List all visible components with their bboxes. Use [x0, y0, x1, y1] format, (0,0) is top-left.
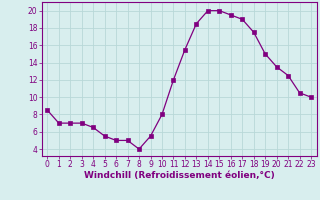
X-axis label: Windchill (Refroidissement éolien,°C): Windchill (Refroidissement éolien,°C) [84, 171, 275, 180]
